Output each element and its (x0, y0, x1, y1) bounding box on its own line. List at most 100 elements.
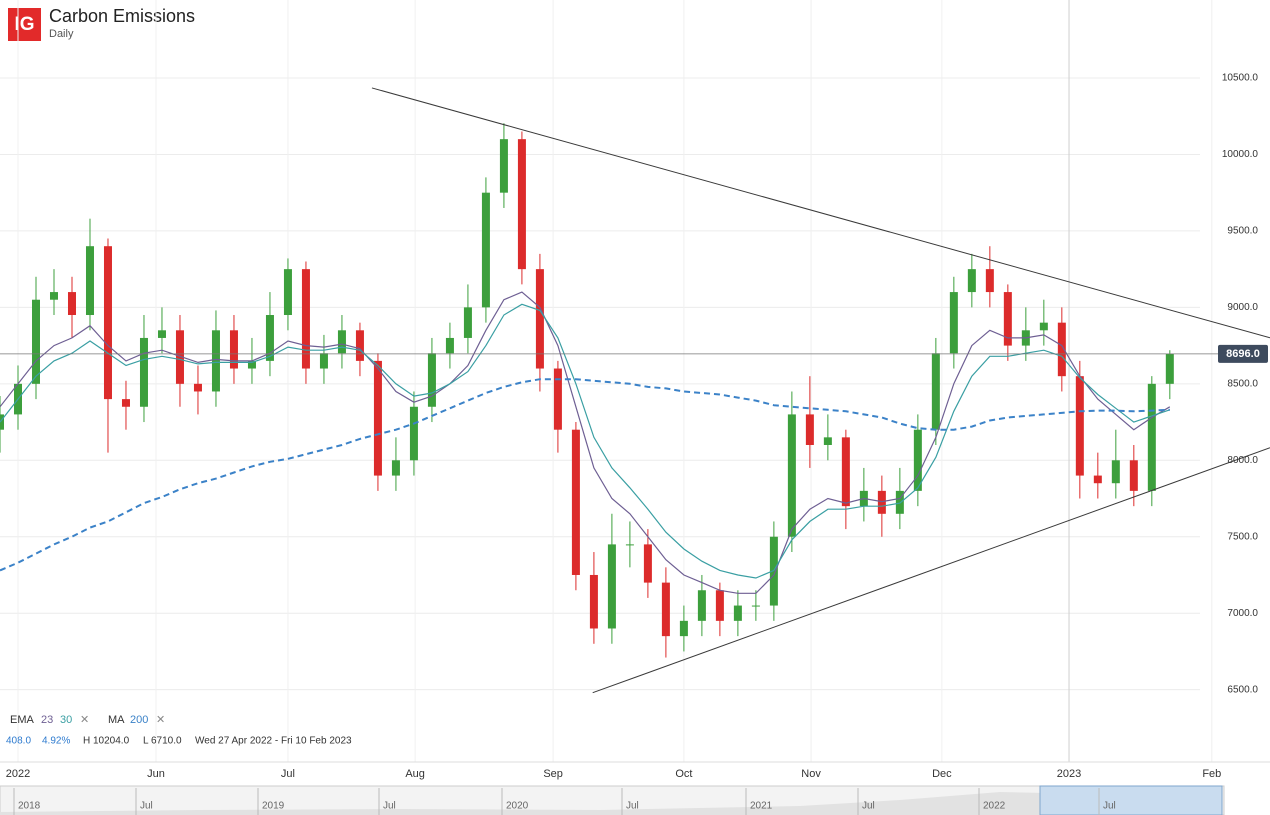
candle-body (679, 620, 688, 637)
candle-body (553, 368, 562, 430)
candle-body (337, 330, 346, 354)
candle-body (715, 590, 724, 621)
y-tick-label: 8500.0 (1227, 378, 1258, 389)
y-tick-label: 7000.0 (1227, 608, 1258, 619)
x-tick-label: Jul (281, 768, 295, 780)
candle-body (877, 490, 886, 514)
y-tick-label: 6500.0 (1227, 684, 1258, 695)
candle-body (427, 353, 436, 407)
navigator-label: 2019 (262, 801, 285, 812)
labels: 6500.0 7000.0 7500.0 8000.0 8500.0 9000.0 9500… (6, 73, 1268, 780)
indicator-line (0, 291, 1171, 594)
candle-body (1165, 353, 1174, 384)
candle-body (535, 269, 544, 369)
candle-body (157, 330, 166, 338)
candle-body (607, 544, 616, 629)
candle-body (409, 406, 418, 461)
navigator-label: Jul (862, 801, 875, 812)
ema-period[interactable]: 30 (60, 714, 72, 726)
candle-body (625, 544, 634, 546)
date-range: Wed 27 Apr 2022 - Fri 10 Feb 2023 (195, 736, 352, 747)
candle-body (463, 307, 472, 338)
navigator-label: Jul (140, 801, 153, 812)
candle-body (193, 383, 202, 392)
last-price-label: 8696.0 (1226, 348, 1260, 360)
candle-body (0, 414, 4, 430)
logo: IG (14, 14, 34, 35)
candle-body (841, 437, 850, 507)
close-icon[interactable]: ✕ (156, 714, 165, 726)
navigator-label: Jul (383, 801, 396, 812)
plot (0, 87, 1270, 694)
candle-body (589, 574, 598, 629)
title: Carbon Emissions (49, 6, 195, 26)
y-tick-label: 10000.0 (1222, 149, 1259, 160)
candle-body (805, 414, 814, 445)
candle-body (355, 330, 364, 361)
candle-body (1057, 322, 1066, 377)
candle-body (1111, 460, 1120, 484)
x-tick-label: Feb (1202, 768, 1221, 780)
navigator-label: Jul (626, 801, 639, 812)
candle-body (121, 399, 130, 407)
candle-body (931, 353, 940, 430)
candle-body (229, 330, 238, 369)
low: L 6710.0 (143, 736, 182, 747)
y-tick-label: 9000.0 (1227, 302, 1258, 313)
navigator-label: 2018 (18, 801, 41, 812)
ema-label: EMA (10, 714, 35, 726)
candle-body (31, 299, 40, 384)
candle-body (211, 330, 220, 392)
candle-body (445, 337, 454, 354)
candle-body (1147, 383, 1156, 491)
candle-body (499, 139, 508, 193)
candle-body (139, 337, 148, 407)
candle-body (67, 292, 76, 316)
x-tick-label: Aug (405, 768, 425, 780)
navigator-labels: 2018 Jul 2019 Jul 2020 Jul 2021 Jul 2022 Jul (13, 788, 1116, 815)
close-icon[interactable]: ✕ (80, 714, 89, 726)
candle-body (967, 269, 976, 293)
x-tick-label: Oct (675, 768, 692, 780)
candle-body (319, 353, 328, 369)
navigator-label: 2020 (506, 801, 529, 812)
subtitle: Daily (49, 28, 74, 40)
candle-body (85, 246, 94, 316)
y-tick-label: 8000.0 (1227, 455, 1258, 466)
indicator-line (0, 303, 1170, 579)
candle-body (895, 490, 904, 514)
navigator-label: 2022 (983, 801, 1006, 812)
candle-body (391, 460, 400, 476)
candle-body (517, 139, 526, 270)
candle-body (373, 360, 382, 476)
candle-body (49, 292, 58, 300)
x-tick-label: Jun (147, 768, 165, 780)
trend-line (371, 87, 1270, 339)
logo-box (8, 8, 41, 41)
ma-period[interactable]: 200 (130, 714, 148, 726)
ema-period[interactable]: 23 (41, 714, 53, 726)
indicator-line (0, 378, 1170, 572)
candle-body (661, 582, 670, 637)
candle-body (247, 360, 256, 369)
candle-body (283, 269, 292, 316)
x-tick-label: 2022 (6, 768, 30, 780)
candle-body (949, 292, 958, 354)
navigator-window[interactable] (1039, 785, 1223, 815)
candle-body (787, 414, 796, 537)
candle-body (1003, 292, 1012, 346)
candle-body (1075, 376, 1084, 476)
candle-body (1093, 475, 1102, 484)
candle-body (1039, 322, 1048, 331)
change-pct: 4.92% (42, 736, 70, 747)
candle-body (481, 192, 490, 308)
last-price-box (1218, 344, 1268, 363)
ma-label: MA (108, 714, 125, 726)
candle-body (823, 437, 832, 445)
candle-body (103, 246, 112, 400)
x-tick-label: 2023 (1057, 768, 1081, 780)
candle-body (643, 544, 652, 583)
candle-body (265, 315, 274, 361)
y-tick-label: 10500.0 (1222, 73, 1259, 84)
